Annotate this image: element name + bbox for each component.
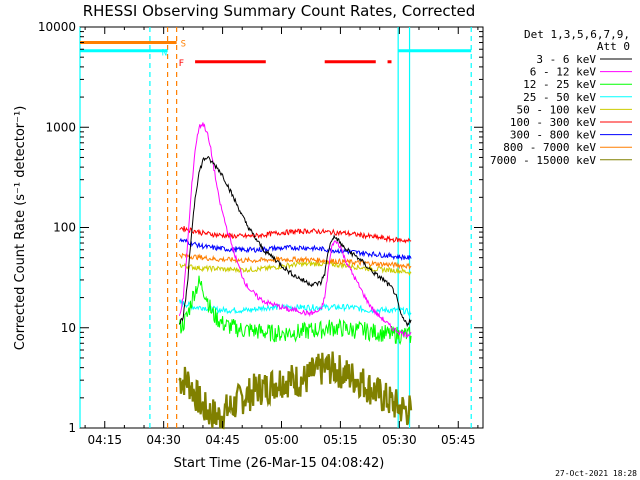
legend-label-7: 800 - 7000 keV bbox=[503, 141, 596, 154]
legend-label-1: 6 - 12 keV bbox=[530, 66, 597, 79]
y-tick-label-1: 10 bbox=[61, 321, 76, 335]
y-tick-label-4: 10000 bbox=[38, 20, 76, 34]
legend-label-3: 25 - 50 keV bbox=[523, 91, 596, 104]
series-line-1 bbox=[178, 122, 412, 338]
legend-label-4: 50 - 100 keV bbox=[517, 103, 597, 116]
series-line-5 bbox=[179, 226, 412, 244]
y-tick-label-2: 100 bbox=[53, 221, 76, 235]
flag-N-label: N bbox=[162, 49, 167, 59]
x-axis-label: Start Time (26-Mar-15 04:08:42) bbox=[174, 456, 385, 471]
plot-frame bbox=[79, 26, 484, 429]
y-tick-label-3: 1000 bbox=[45, 120, 76, 134]
series-line-2 bbox=[178, 275, 412, 345]
legend-label-2: 12 - 25 keV bbox=[523, 78, 596, 91]
flag-S-label: S bbox=[181, 40, 186, 50]
series-line-8 bbox=[178, 351, 413, 430]
legend-label-6: 300 - 800 keV bbox=[510, 129, 596, 142]
x-tick-label-2: 04:45 bbox=[205, 433, 240, 447]
flag-F-label: F bbox=[179, 59, 184, 69]
timestamp: 27-Oct-2021 18:28 bbox=[555, 469, 637, 478]
y-axis-label: Corrected Count Rate (s⁻¹ detector⁻¹) bbox=[13, 106, 28, 351]
x-tick-label-1: 04:30 bbox=[146, 433, 181, 447]
x-tick-label-4: 05:15 bbox=[323, 433, 358, 447]
series-line-0 bbox=[179, 155, 412, 328]
legend-header-line-2: Att 0 bbox=[597, 40, 630, 53]
legend-header-line-1: Det 1,3,5,6,7,9, bbox=[524, 28, 630, 41]
x-tick-label-5: 05:30 bbox=[382, 433, 417, 447]
series-line-6 bbox=[178, 237, 412, 261]
chart-title: RHESSI Observing Summary Count Rates, Co… bbox=[83, 2, 476, 20]
legend-label-5: 100 - 300 keV bbox=[510, 116, 596, 129]
legend-label-8: 7000 - 15000 keV bbox=[490, 154, 596, 167]
series-line-7 bbox=[178, 252, 412, 271]
y-tick-label-0: 1 bbox=[68, 421, 76, 435]
axes: 04:15 04:30 04:45 05:00 05:15 05:30 05:45 1 10 10… bbox=[38, 20, 483, 447]
x-tick-label-6: 05:45 bbox=[441, 433, 476, 447]
x-tick-label-0: 04:15 bbox=[87, 433, 122, 447]
series-line-4 bbox=[179, 259, 412, 277]
x-tick-label-3: 05:00 bbox=[264, 433, 299, 447]
legend-label-0: 3 - 6 keV bbox=[536, 53, 596, 66]
data-marks: S N F bbox=[79, 27, 472, 430]
